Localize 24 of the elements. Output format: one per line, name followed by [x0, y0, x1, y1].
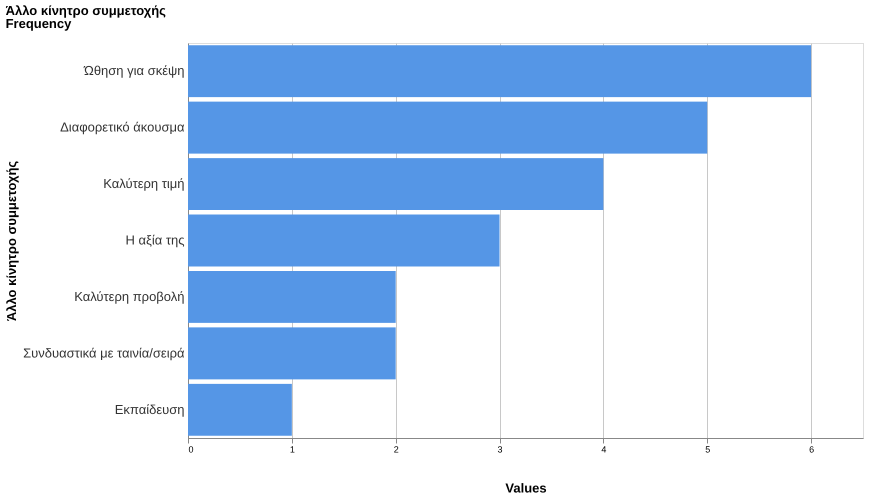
x-tick-label: 4 — [601, 444, 606, 454]
bar — [188, 384, 292, 436]
chart-title: Άλλο κίνητρο συμμετοχής — [6, 3, 166, 18]
y-tick-label: Η αξία της — [126, 232, 184, 248]
x-tick-label: 3 — [498, 444, 503, 454]
bar — [188, 327, 396, 380]
bar — [188, 102, 708, 154]
y-tick-label: Συνδυαστικά με ταινία/σειρά — [23, 345, 185, 360]
y-axis-title: Άλλο κίνητρο συμμετοχής — [4, 160, 20, 322]
x-tick-label: 0 — [188, 444, 194, 454]
y-tick-label: Καλύτερη προβολή — [74, 288, 184, 304]
bar — [188, 45, 812, 98]
y-tick-label: Καλύτερη τιμή — [103, 176, 184, 192]
bar — [188, 214, 500, 266]
x-tick-label: 1 — [290, 444, 295, 454]
x-tick-label: 2 — [394, 444, 399, 454]
bar — [188, 158, 604, 210]
y-tick-label: Εκπαίδευση — [114, 402, 184, 417]
x-axis-title: Values — [505, 480, 547, 496]
y-tick-label: Διαφορετικό άκουσμα — [60, 120, 185, 135]
x-tick-label: 6 — [809, 444, 814, 454]
x-tick-label: 5 — [705, 444, 710, 454]
y-tick-label: Ώθηση για σκέψη — [83, 63, 184, 78]
bar — [188, 270, 396, 323]
